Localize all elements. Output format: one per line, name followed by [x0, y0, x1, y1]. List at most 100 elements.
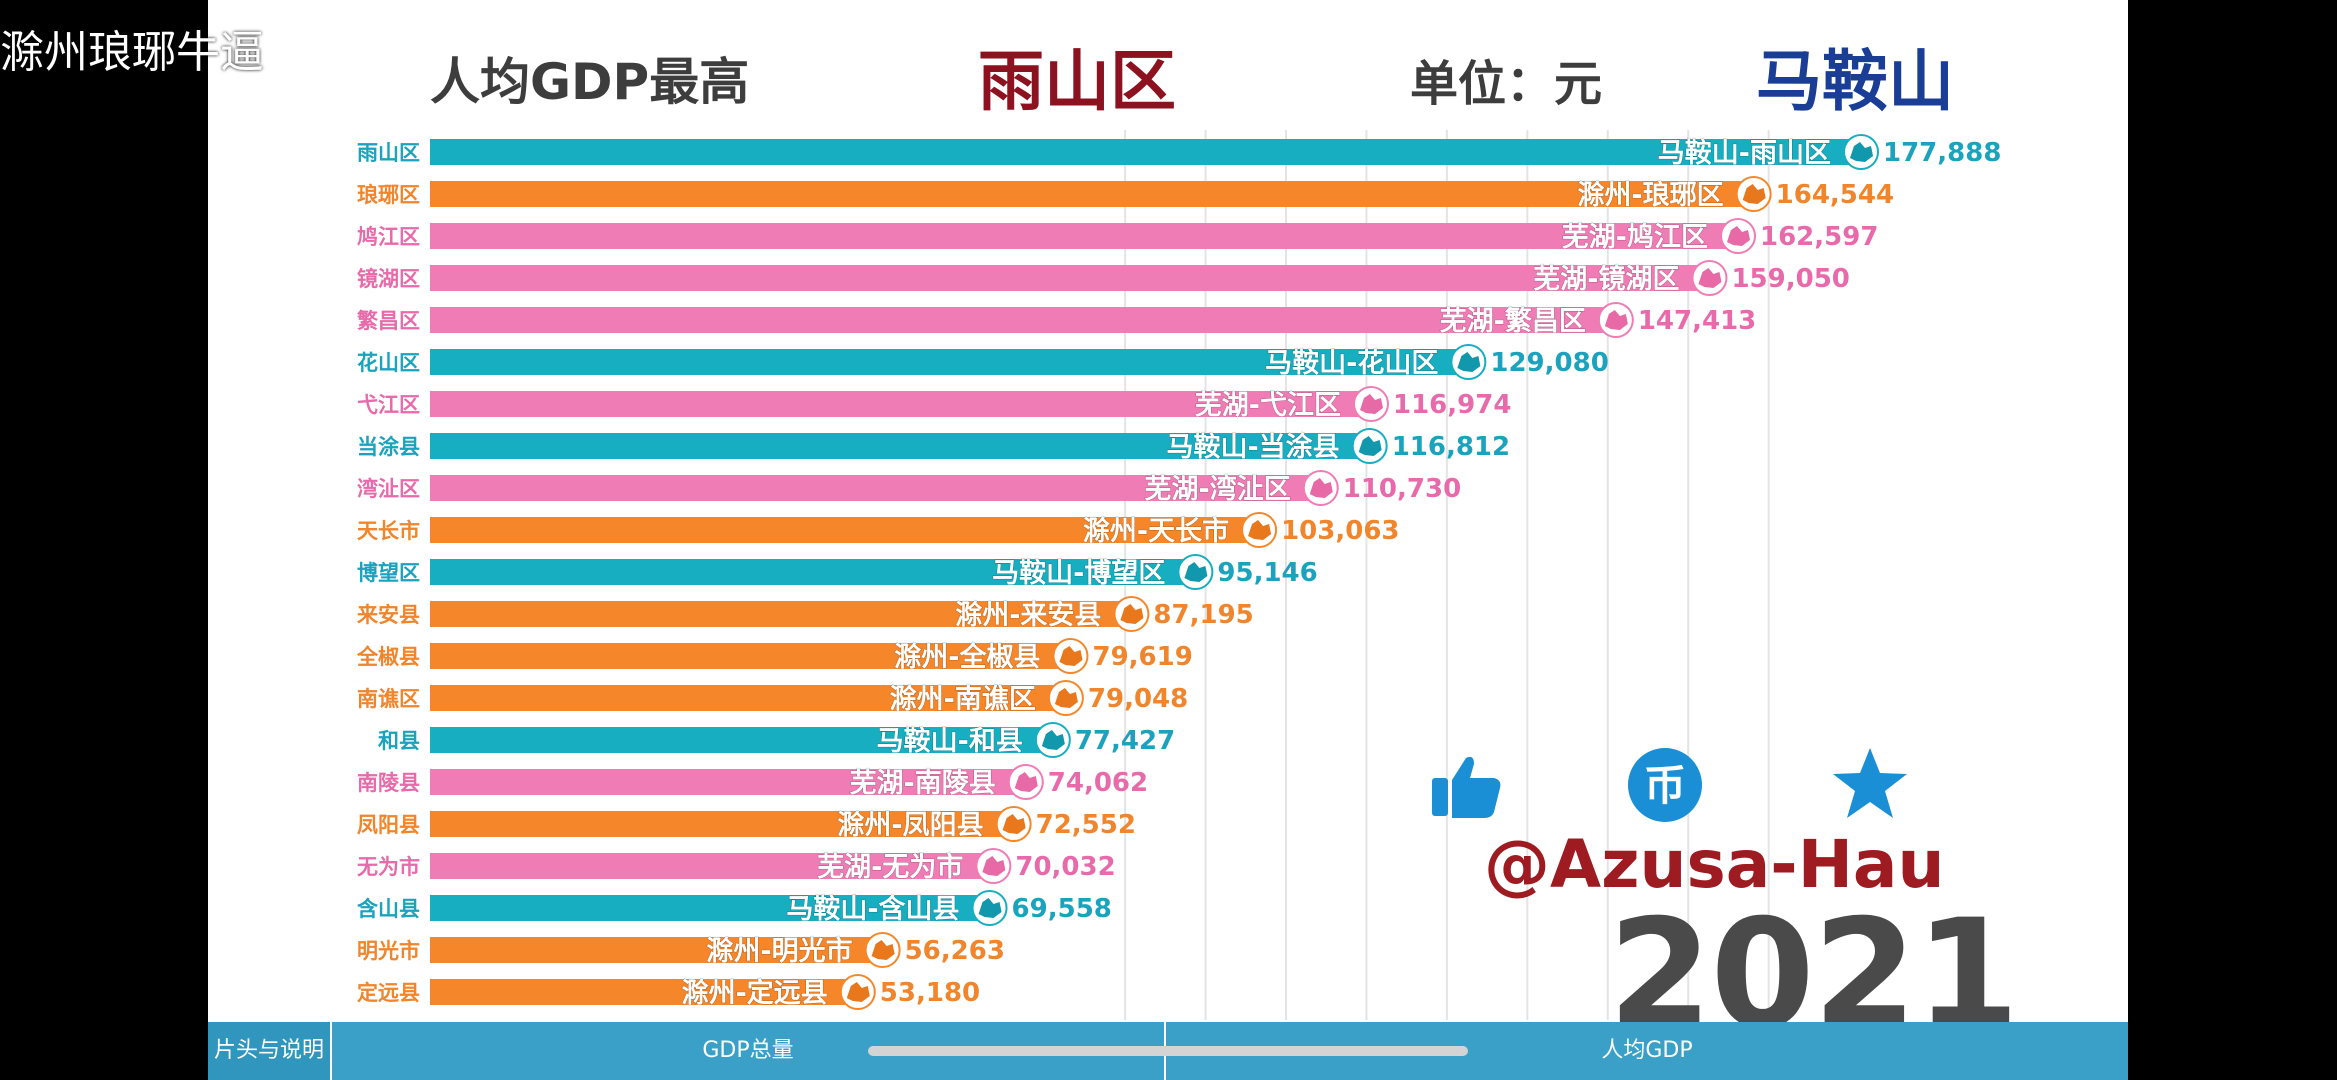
leader-name: 雨山区: [978, 43, 1176, 120]
bar: [430, 475, 1321, 501]
bar: [430, 139, 1862, 165]
thumbs-up-icon[interactable]: [1428, 748, 1504, 824]
tab-divider: [330, 1022, 332, 1080]
coin-icon[interactable]: 币: [1626, 746, 1704, 824]
category-label: 天长市: [357, 519, 420, 543]
leader-city: 马鞍山: [1756, 43, 1954, 120]
region-map-icon: [1691, 260, 1728, 296]
bar-inner-label: 马鞍山-和县: [877, 725, 1023, 757]
tab-intro[interactable]: 片头与说明: [208, 1022, 330, 1080]
bar: [430, 811, 1014, 837]
video-frame: 人均GDP最高 雨山区 单位：元 马鞍山 70,00080,00090,0001…: [208, 0, 2128, 1080]
category-label: 和县: [378, 729, 420, 753]
tab-gdp-total[interactable]: GDP总量: [702, 1038, 794, 1063]
bar-inner-label: 滁州-琅琊区: [1577, 179, 1723, 211]
bar-inner-label: 滁州-来安县: [955, 599, 1101, 631]
category-label: 繁昌区: [357, 309, 420, 333]
bar-inner-label: 滁州-定远县: [682, 977, 828, 1009]
category-label: 博望区: [357, 561, 420, 585]
region-map-icon: [1034, 722, 1071, 758]
category-label: 无为市: [357, 855, 420, 879]
value-label: 87,195: [1153, 600, 1253, 630]
star-icon[interactable]: [1830, 744, 1910, 824]
value-label: 116,812: [1392, 432, 1510, 462]
bar: [430, 307, 1616, 333]
region-map-icon: [1352, 386, 1389, 422]
region-map-icon: [1241, 512, 1278, 548]
region-map-icon: [1597, 302, 1634, 338]
value-label: 116,974: [1393, 390, 1511, 420]
region-map-icon: [1113, 596, 1150, 632]
region-map-icon: [1720, 218, 1757, 254]
bar: [430, 769, 1026, 795]
bar: [430, 559, 1196, 585]
region-map-icon: [1177, 554, 1214, 590]
bars-group: 雨山区 马鞍山-雨山区 177,888 琅琊区 滁州-琅琊区 164,544 鸠江区 芜湖-鸠…: [356, 134, 2001, 1010]
category-label: 含山县: [357, 897, 420, 921]
value-label: 129,080: [1490, 348, 1608, 378]
chart-title: 人均GDP最高: [430, 53, 750, 111]
region-map-icon: [1302, 470, 1339, 506]
category-label: 当涂县: [357, 435, 420, 459]
category-label: 南陵县: [357, 771, 420, 795]
value-label: 110,730: [1343, 474, 1461, 504]
danmaku-comment: 滁州琅琊牛逼: [0, 27, 264, 78]
bar-inner-label: 马鞍山-当涂县: [1166, 431, 1339, 463]
category-label: 雨山区: [357, 141, 420, 165]
bar: [430, 853, 994, 879]
bottom-tab-bar: 片头与说明 GDP总量 人均GDP: [208, 1022, 2128, 1080]
category-label: 琅琊区: [357, 183, 420, 207]
value-label: 147,413: [1638, 306, 1756, 336]
value-label: 56,263: [905, 936, 1005, 966]
category-label: 全椒县: [356, 645, 420, 669]
category-label: 南谯区: [357, 687, 420, 711]
bar-inner-label: 滁州-全椒县: [894, 641, 1040, 673]
category-label: 定远县: [357, 981, 420, 1005]
value-label: 79,619: [1092, 642, 1192, 672]
bar-inner-label: 马鞍山-博望区: [992, 557, 1165, 589]
value-label: 70,032: [1015, 852, 1115, 882]
bar-inner-label: 芜湖-镜湖区: [1533, 264, 1679, 295]
value-label: 72,552: [1036, 810, 1136, 840]
category-label: 花山区: [357, 351, 420, 375]
bar-inner-label: 芜湖-湾沚区: [1145, 473, 1291, 505]
bar-inner-label: 滁州-南谯区: [890, 683, 1036, 715]
bar-inner-label: 芜湖-无为市: [817, 851, 963, 883]
category-label: 鸠江区: [357, 225, 420, 249]
category-label: 镜湖区: [357, 267, 420, 291]
region-map-icon: [1735, 176, 1772, 212]
category-label: 湾沚区: [357, 477, 420, 501]
bar: [430, 223, 1739, 249]
bar: [430, 643, 1071, 669]
value-label: 159,050: [1731, 264, 1849, 294]
bar-inner-label: 滁州-凤阳县: [837, 809, 983, 841]
bar: [430, 895, 990, 921]
watermark: @Azusa-Hau: [1484, 826, 1945, 903]
value-label: 74,062: [1048, 768, 1148, 798]
region-map-icon: [995, 806, 1032, 842]
region-map-icon: [1007, 764, 1044, 800]
region-map-icon: [1450, 344, 1487, 380]
region-map-icon: [864, 932, 901, 968]
value-label: 177,888: [1883, 138, 2001, 168]
value-label: 79,048: [1088, 684, 1188, 714]
bar: [430, 979, 858, 1005]
bar: [430, 433, 1370, 459]
bar: [430, 685, 1066, 711]
bar: [430, 601, 1132, 627]
unit-label: 单位：元: [1410, 56, 1603, 112]
tab-gdp-per-capita[interactable]: 人均GDP: [1601, 1038, 1693, 1063]
value-label: 103,063: [1281, 516, 1399, 546]
category-label: 明光市: [357, 939, 420, 963]
bar: [430, 517, 1260, 543]
bar: [430, 937, 883, 963]
value-label: 95,146: [1217, 558, 1317, 588]
bar-inner-label: 滁州-天长市: [1083, 515, 1229, 547]
bar-inner-label: 芜湖-繁昌区: [1440, 306, 1586, 337]
bar-inner-label: 马鞍山-花山区: [1265, 347, 1438, 379]
region-map-icon: [1843, 134, 1880, 170]
value-label: 53,180: [880, 978, 980, 1008]
progress-scrollbar[interactable]: [868, 1046, 1468, 1056]
bar: [430, 727, 1053, 753]
bar-chart: 70,00080,00090,000100,000110,000120,0001…: [356, 130, 2001, 1020]
